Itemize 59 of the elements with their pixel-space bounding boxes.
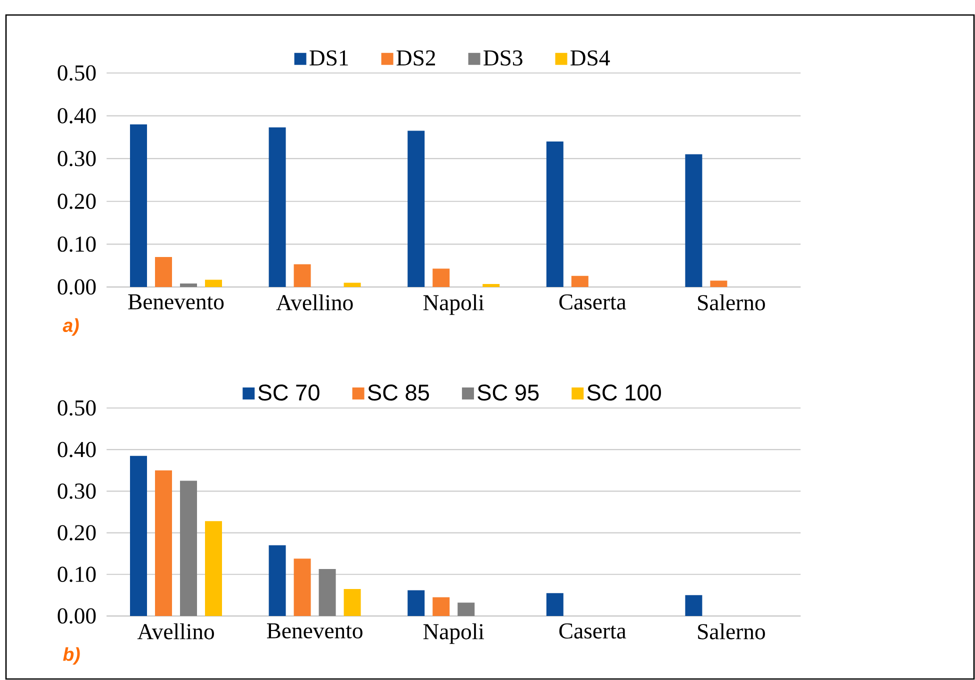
bar (546, 593, 564, 616)
bar (344, 282, 361, 287)
bar (482, 284, 500, 287)
bar (130, 456, 148, 616)
bar (205, 280, 222, 287)
bar (432, 597, 450, 616)
y-tick-label: 0.30 (58, 150, 96, 166)
bar (294, 558, 311, 616)
bar (408, 590, 425, 616)
text: a) (62, 318, 79, 336)
bar (155, 257, 172, 287)
bar (432, 268, 450, 287)
x-tick-label: Caserta (559, 623, 626, 639)
legend-label: SC 95 (478, 384, 539, 401)
y-tick-label: 0.40 (58, 108, 96, 124)
legend-label: DS4 (570, 50, 610, 66)
x-tick-label: Benevento (266, 623, 362, 638)
y-tick-label: 0.30 (58, 483, 96, 499)
x-tick-label: Salerno (698, 294, 765, 310)
x-tick-label: Napoli (423, 294, 484, 315)
text: b) (63, 647, 80, 665)
bar (155, 470, 172, 616)
bar (685, 154, 702, 287)
bar (408, 130, 425, 287)
legend-label: SC 70 (258, 384, 320, 401)
bar (685, 595, 702, 616)
bar (318, 568, 336, 616)
y-tick-label: 0.40 (58, 442, 96, 458)
x-tick-label: Caserta (559, 294, 626, 310)
legend-label: DS2 (396, 50, 436, 66)
bar (205, 521, 222, 616)
legend-label: SC 100 (587, 384, 661, 401)
bar (180, 284, 198, 287)
legend-label: DS3 (484, 50, 522, 66)
x-tick-label: Avellino (276, 294, 353, 310)
bar (180, 480, 198, 616)
bar (294, 264, 311, 287)
x-tick-label: Avellino (137, 623, 214, 640)
bar (710, 280, 728, 287)
bar (458, 602, 475, 616)
y-tick-label: 0.00 (58, 608, 96, 624)
bar (571, 276, 588, 287)
bar (130, 124, 148, 287)
bar (546, 141, 564, 287)
x-tick-label: Napoli (423, 623, 484, 644)
y-tick-label: 0.00 (58, 279, 96, 295)
y-tick-label: 0.50 (58, 400, 96, 416)
y-tick-label: 0.10 (58, 236, 96, 252)
y-tick-label: 0.10 (58, 566, 96, 582)
y-tick-label: 0.20 (58, 525, 96, 540)
y-tick-label: 0.50 (58, 65, 96, 81)
legend-label: DS1 (310, 50, 348, 66)
bar (268, 127, 286, 287)
legend-label: SC 85 (368, 384, 429, 401)
x-tick-label: Benevento (128, 294, 224, 310)
x-tick-label: Salerno (698, 623, 765, 640)
bar (268, 545, 286, 616)
y-tick-label: 0.20 (58, 194, 96, 210)
bar (344, 588, 361, 616)
